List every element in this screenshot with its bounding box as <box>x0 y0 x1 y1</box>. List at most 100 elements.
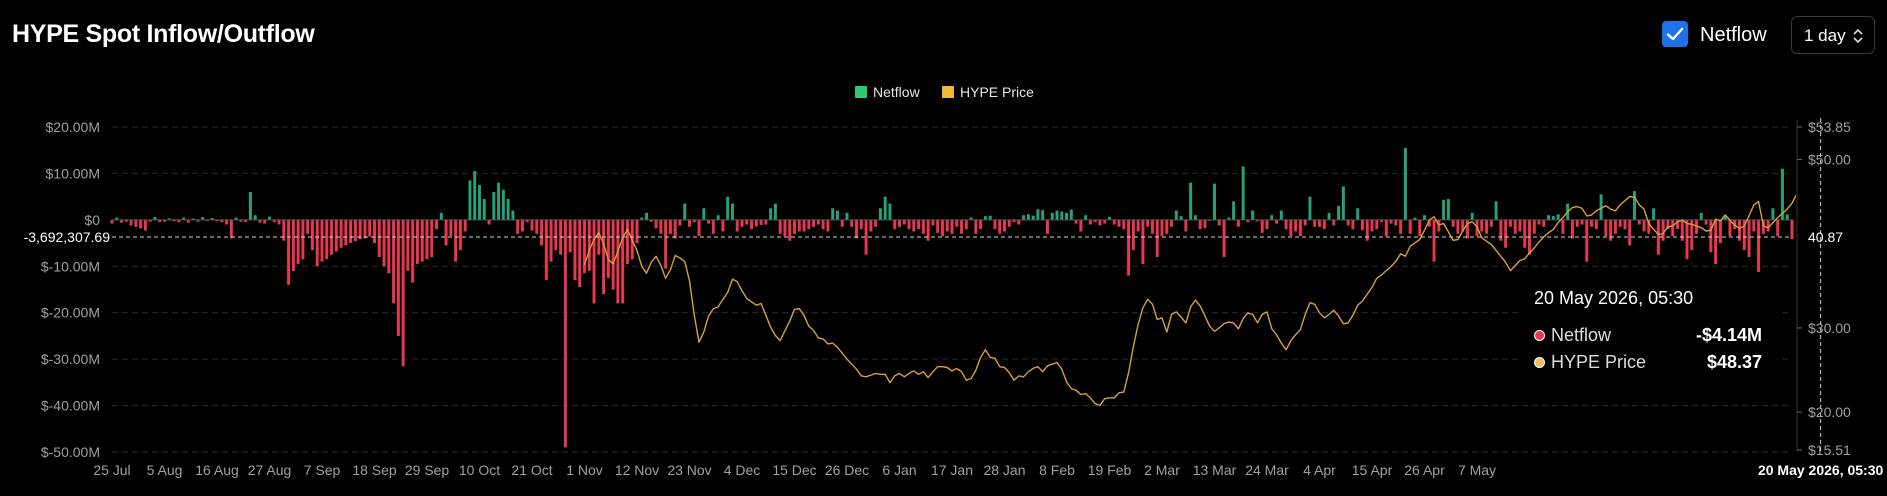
netflow-bar[interactable] <box>950 219 954 234</box>
netflow-bar[interactable] <box>1413 217 1417 220</box>
netflow-bar[interactable] <box>850 219 854 227</box>
netflow-bar[interactable] <box>964 219 968 230</box>
netflow-bar[interactable] <box>1298 219 1302 237</box>
netflow-bar[interactable] <box>468 180 472 220</box>
netflow-bar[interactable] <box>1203 219 1207 229</box>
netflow-bar[interactable] <box>697 219 701 237</box>
netflow-bar[interactable] <box>1580 219 1584 225</box>
netflow-bar[interactable] <box>563 219 567 448</box>
netflow-bar[interactable] <box>1332 219 1336 226</box>
netflow-bar[interactable] <box>492 192 496 220</box>
netflow-bar[interactable] <box>1375 219 1379 230</box>
netflow-bar[interactable] <box>1427 219 1431 227</box>
netflow-bar[interactable] <box>220 219 224 223</box>
netflow-bar[interactable] <box>673 219 677 239</box>
netflow-bar[interactable] <box>310 219 314 251</box>
netflow-bar[interactable] <box>205 219 209 221</box>
netflow-bar[interactable] <box>1704 219 1708 225</box>
netflow-bar[interactable] <box>1757 219 1761 274</box>
netflow-bar[interactable] <box>229 219 233 239</box>
netflow-bar[interactable] <box>1360 219 1364 231</box>
netflow-bar[interactable] <box>936 219 940 233</box>
netflow-bar[interactable] <box>812 219 816 227</box>
netflow-bar[interactable] <box>1747 219 1751 257</box>
netflow-bar[interactable] <box>167 218 171 220</box>
netflow-bar[interactable] <box>1442 199 1446 220</box>
netflow-bar[interactable] <box>120 219 124 223</box>
netflow-bar[interactable] <box>1561 219 1565 234</box>
netflow-bar[interactable] <box>143 219 147 231</box>
netflow-bar[interactable] <box>110 219 114 224</box>
netflow-bar[interactable] <box>315 219 319 267</box>
netflow-bar[interactable] <box>773 203 777 220</box>
netflow-bar[interactable] <box>124 219 128 222</box>
netflow-bar[interactable] <box>1131 219 1135 251</box>
netflow-bar[interactable] <box>1036 209 1040 220</box>
netflow-bar[interactable] <box>1208 219 1212 221</box>
netflow-bar[interactable] <box>645 212 649 220</box>
netflow-bar[interactable] <box>960 219 964 234</box>
netflow-bar[interactable] <box>511 210 515 220</box>
netflow-bar[interactable] <box>306 219 310 234</box>
netflow-bar[interactable] <box>1685 219 1689 260</box>
netflow-bar[interactable] <box>225 219 229 225</box>
netflow-bar[interactable] <box>1599 194 1603 220</box>
netflow-bar[interactable] <box>392 219 396 304</box>
netflow-bar[interactable] <box>568 219 572 253</box>
netflow-bar[interactable] <box>1652 208 1656 220</box>
netflow-bar[interactable] <box>358 219 362 240</box>
netflow-bar[interactable] <box>1045 219 1049 234</box>
netflow-bar[interactable] <box>1017 219 1021 225</box>
netflow-bar[interactable] <box>1041 210 1045 220</box>
netflow-bar[interactable] <box>382 219 386 267</box>
netflow-bar[interactable] <box>917 219 921 230</box>
netflow-bar[interactable] <box>1551 216 1555 220</box>
netflow-bar[interactable] <box>377 219 381 257</box>
netflow-bar[interactable] <box>1690 219 1694 251</box>
netflow-bar[interactable] <box>578 219 582 288</box>
netflow-bar[interactable] <box>1232 201 1236 220</box>
netflow-bar[interactable] <box>139 219 143 229</box>
netflow-bar[interactable] <box>1613 219 1617 234</box>
netflow-bar[interactable] <box>1675 219 1679 230</box>
netflow-bar[interactable] <box>855 219 859 239</box>
netflow-bar[interactable] <box>1160 219 1164 237</box>
netflow-bar[interactable] <box>902 219 906 225</box>
netflow-bar[interactable] <box>1236 219 1240 227</box>
netflow-bar[interactable] <box>1022 215 1026 220</box>
netflow-bar[interactable] <box>654 219 658 229</box>
netflow-checkbox[interactable] <box>1662 21 1688 47</box>
netflow-bar[interactable] <box>1065 212 1069 220</box>
netflow-bar[interactable] <box>1060 211 1064 220</box>
netflow-bar[interactable] <box>444 219 448 246</box>
netflow-bar[interactable] <box>1714 219 1718 264</box>
netflow-bar[interactable] <box>778 219 782 234</box>
netflow-bar[interactable] <box>1141 219 1145 264</box>
netflow-bar[interactable] <box>1165 219 1169 234</box>
netflow-bar[interactable] <box>129 219 133 226</box>
netflow-bar[interactable] <box>1213 183 1216 220</box>
netflow-bar[interactable] <box>1365 219 1369 241</box>
netflow-bar[interactable] <box>1761 219 1765 234</box>
netflow-bar[interactable] <box>840 219 844 227</box>
netflow-bar[interactable] <box>420 219 424 262</box>
netflow-bar[interactable] <box>248 192 252 220</box>
netflow-bar[interactable] <box>1699 212 1703 220</box>
netflow-bar[interactable] <box>692 219 696 223</box>
netflow-bar[interactable] <box>1122 219 1126 230</box>
netflow-bar[interactable] <box>544 219 548 281</box>
netflow-bar[interactable] <box>716 215 720 220</box>
netflow-bar[interactable] <box>344 219 348 246</box>
netflow-bar[interactable] <box>1547 215 1551 220</box>
netflow-bar[interactable] <box>1418 219 1422 237</box>
netflow-bar[interactable] <box>1776 219 1780 237</box>
netflow-bar[interactable] <box>678 219 682 226</box>
netflow-bar[interactable] <box>415 219 419 264</box>
netflow-bar[interactable] <box>730 203 734 220</box>
netflow-bar[interactable] <box>1318 219 1321 227</box>
netflow-bar[interactable] <box>764 219 768 225</box>
netflow-bar[interactable] <box>1031 215 1035 220</box>
netflow-bar[interactable] <box>396 219 400 336</box>
netflow-bar[interactable] <box>621 219 625 304</box>
price-line[interactable] <box>583 171 1821 407</box>
